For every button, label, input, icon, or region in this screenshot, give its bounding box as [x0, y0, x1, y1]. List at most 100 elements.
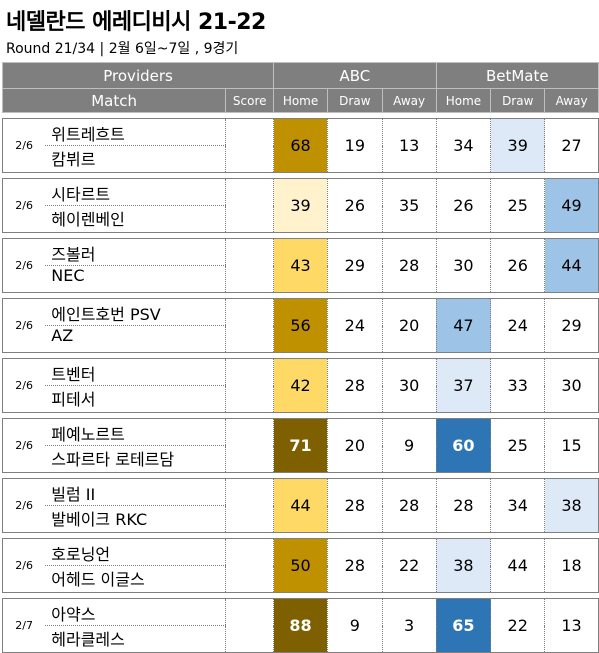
abc-away-prob: 20 — [381, 298, 437, 353]
abc-home-header: Home — [273, 88, 328, 113]
betmate-away-prob: 49 — [544, 178, 599, 233]
abc-away-header: Away — [381, 88, 437, 113]
match-date: 2/6 — [2, 118, 46, 173]
away-team: 발베이크 RKC — [45, 505, 226, 533]
abc-draw-prob: 26 — [326, 178, 383, 233]
match-score — [225, 538, 275, 593]
betmate-draw-prob: 39 — [490, 118, 546, 173]
match-date: 2/6 — [2, 178, 46, 233]
home-team: 시타르트 — [45, 178, 226, 206]
home-team: 트벤터 — [45, 358, 226, 386]
match-date: 2/6 — [2, 298, 46, 353]
betmate-draw-prob: 22 — [490, 598, 546, 653]
abc-draw-prob: 19 — [326, 118, 383, 173]
abc-home-prob: 71 — [273, 418, 328, 473]
row-spacer — [2, 172, 599, 179]
betmate-home-prob: 60 — [435, 418, 492, 473]
betmate-home-prob: 37 — [435, 358, 492, 413]
match-header: Match — [1, 88, 227, 113]
match-date: 2/6 — [2, 538, 46, 593]
spacer-cell — [2, 112, 599, 119]
abc-away-prob: 9 — [381, 418, 437, 473]
match-score — [225, 238, 275, 293]
match-row-away: 발베이크 RKC — [3, 505, 599, 533]
betmate-home-header: Home — [435, 88, 492, 113]
match-date: 2/7 — [2, 598, 46, 653]
betmate-home-prob: 26 — [435, 178, 492, 233]
providers-header: Providers — [1, 62, 275, 89]
betmate-draw-prob: 33 — [490, 358, 546, 413]
match-score — [225, 418, 275, 473]
betmate-away-prob: 27 — [544, 118, 599, 173]
abc-draw-prob: 9 — [326, 598, 383, 653]
betmate-header: BetMate — [435, 62, 599, 89]
match-row-away: 헤이렌베인 — [3, 205, 599, 233]
betmate-draw-prob: 25 — [490, 418, 546, 473]
betmate-draw-header: Draw — [490, 88, 546, 113]
betmate-home-prob: 65 — [435, 598, 492, 653]
away-team: 캄뷔르 — [45, 145, 226, 173]
abc-home-prob: 42 — [273, 358, 328, 413]
match-row: 2/7 아약스 88 9 3 65 22 13 — [2, 598, 599, 653]
match-row: 2/6 페예노르트 71 20 9 60 25 15 — [2, 418, 599, 473]
abc-away-prob: 35 — [381, 178, 437, 233]
match-date: 2/6 — [2, 478, 46, 533]
match-date: 2/6 — [2, 238, 46, 293]
score-header: Score — [225, 88, 275, 113]
match-row-away: 캄뷔르 — [3, 145, 599, 173]
match-row: 2/6 에인트호번 PSV 56 24 20 47 24 29 — [2, 298, 599, 353]
betmate-home-prob: 30 — [435, 238, 492, 293]
match-row: 2/6 즈볼러 43 29 28 30 26 44 — [2, 238, 599, 293]
row-spacer — [2, 592, 599, 599]
abc-away-prob: 22 — [381, 538, 437, 593]
home-team: 빌럼 II — [45, 478, 226, 506]
away-team: 스파르타 로테르담 — [45, 445, 226, 473]
abc-draw-prob: 28 — [326, 358, 383, 413]
away-team: NEC — [45, 265, 226, 293]
odds-table: Providers ABC BetMate Match Score Home D… — [1, 62, 599, 653]
match-row-away: 어헤드 이글스 — [3, 565, 599, 593]
spacer-cell — [2, 232, 599, 239]
betmate-draw-prob: 26 — [490, 238, 546, 293]
match-row: 2/6 빌럼 II 44 28 28 28 34 38 — [2, 478, 599, 533]
match-score — [225, 298, 275, 353]
header-row-match: Match Score Home Draw Away Home Draw Awa… — [1, 88, 599, 113]
abc-draw-prob: 28 — [326, 538, 383, 593]
abc-home-prob: 44 — [273, 478, 328, 533]
page-subtitle: Round 21/34 | 2월 6일~7일 , 9경기 — [6, 41, 239, 57]
betmate-away-header: Away — [544, 88, 599, 113]
row-spacer — [2, 472, 599, 479]
betmate-home-prob: 34 — [435, 118, 492, 173]
abc-header: ABC — [273, 62, 437, 89]
betmate-away-prob: 15 — [544, 418, 599, 473]
abc-draw-prob: 29 — [326, 238, 383, 293]
abc-home-prob: 88 — [273, 598, 328, 653]
spacer-cell — [2, 592, 599, 599]
row-spacer — [2, 352, 599, 359]
spacer-cell — [2, 532, 599, 539]
abc-away-prob: 28 — [381, 238, 437, 293]
away-team: 피테서 — [45, 385, 226, 413]
match-date: 2/6 — [2, 418, 46, 473]
row-spacer — [2, 292, 599, 299]
match-row-away: 피테서 — [3, 385, 599, 413]
abc-away-prob: 3 — [381, 598, 437, 653]
away-team: 헤이렌베인 — [45, 205, 226, 233]
betmate-away-prob: 38 — [544, 478, 599, 533]
away-team: AZ — [45, 325, 226, 353]
abc-home-prob: 56 — [273, 298, 328, 353]
home-team: 호로닝언 — [45, 538, 226, 566]
match-row-away: 스파르타 로테르담 — [3, 445, 599, 473]
home-team: 즈볼러 — [45, 238, 226, 266]
match-row-away: NEC — [3, 265, 599, 293]
abc-home-prob: 43 — [273, 238, 328, 293]
spacer-cell — [2, 412, 599, 419]
betmate-away-prob: 18 — [544, 538, 599, 593]
header-row-providers: Providers ABC BetMate — [1, 62, 599, 89]
abc-home-prob: 68 — [273, 118, 328, 173]
abc-away-prob: 28 — [381, 478, 437, 533]
betmate-home-prob: 47 — [435, 298, 492, 353]
away-team: 헤라클레스 — [45, 625, 226, 653]
betmate-draw-prob: 24 — [490, 298, 546, 353]
match-row: 2/6 트벤터 42 28 30 37 33 30 — [2, 358, 599, 413]
